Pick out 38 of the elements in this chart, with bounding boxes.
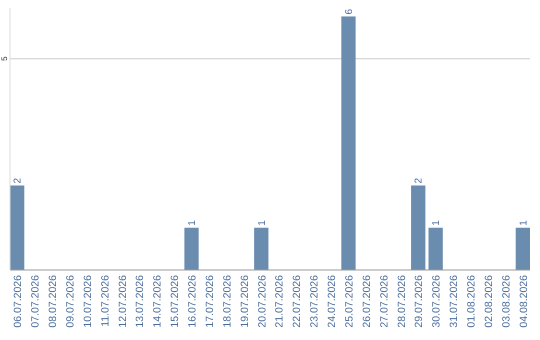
x-tick-label: 17.07.2026: [204, 274, 216, 328]
data-label: 6: [344, 8, 355, 14]
x-tick-label: 10.07.2026: [82, 274, 94, 328]
x-tick-label: 18.07.2026: [221, 274, 234, 328]
x-tick-label: 03.08.2026: [500, 274, 512, 328]
data-label: 1: [431, 220, 442, 226]
x-tick-label: 23.07.2026: [308, 274, 321, 328]
data-label: 1: [518, 220, 530, 226]
data-label: 1: [187, 220, 198, 226]
x-tick-label: 16.07.2026: [186, 274, 199, 328]
x-tick-label: 28.07.2026: [396, 274, 408, 328]
x-tick-label: 31.07.2026: [448, 274, 460, 328]
x-tick-label: 13.07.2026: [134, 274, 146, 328]
x-tick-label: 14.07.2026: [152, 274, 164, 328]
x-tick-label: 08.07.2026: [47, 274, 60, 328]
y-tick-label: 5: [0, 56, 9, 61]
data-label: 2: [12, 177, 24, 184]
data-label: 2: [414, 177, 425, 184]
x-tick-label: 22.07.2026: [291, 274, 304, 328]
data-label: 1: [256, 220, 268, 226]
x-tick-label: 29.07.2026: [413, 274, 426, 328]
x-tick-label: 20.07.2026: [256, 274, 268, 328]
x-tick-label: 30.07.2026: [430, 274, 443, 328]
x-tick-label: 07.07.2026: [30, 274, 42, 328]
x-tick-label: 02.08.2026: [482, 274, 495, 328]
x-tick-label: 01.08.2026: [466, 274, 478, 328]
x-tick-label: 09.07.2026: [64, 274, 76, 328]
x-tick-label: 21.07.2026: [274, 274, 286, 328]
x-tick-label: 26.07.2026: [360, 274, 373, 328]
x-tick-label: 19.07.2026: [238, 274, 251, 328]
x-tick-label: 27.07.2026: [378, 274, 390, 328]
x-tick-label: 24.07.2026: [326, 274, 338, 328]
x-tick-label: 04.08.2026: [518, 274, 530, 328]
x-tick-label: 06.07.2026: [12, 274, 24, 328]
x-tick-label: 11.07.2026: [99, 274, 112, 327]
x-tick-label: 12.07.2026: [116, 274, 129, 328]
x-tick-label: 25.07.2026: [343, 274, 356, 328]
x-tick-label: 15.07.2026: [169, 274, 182, 328]
